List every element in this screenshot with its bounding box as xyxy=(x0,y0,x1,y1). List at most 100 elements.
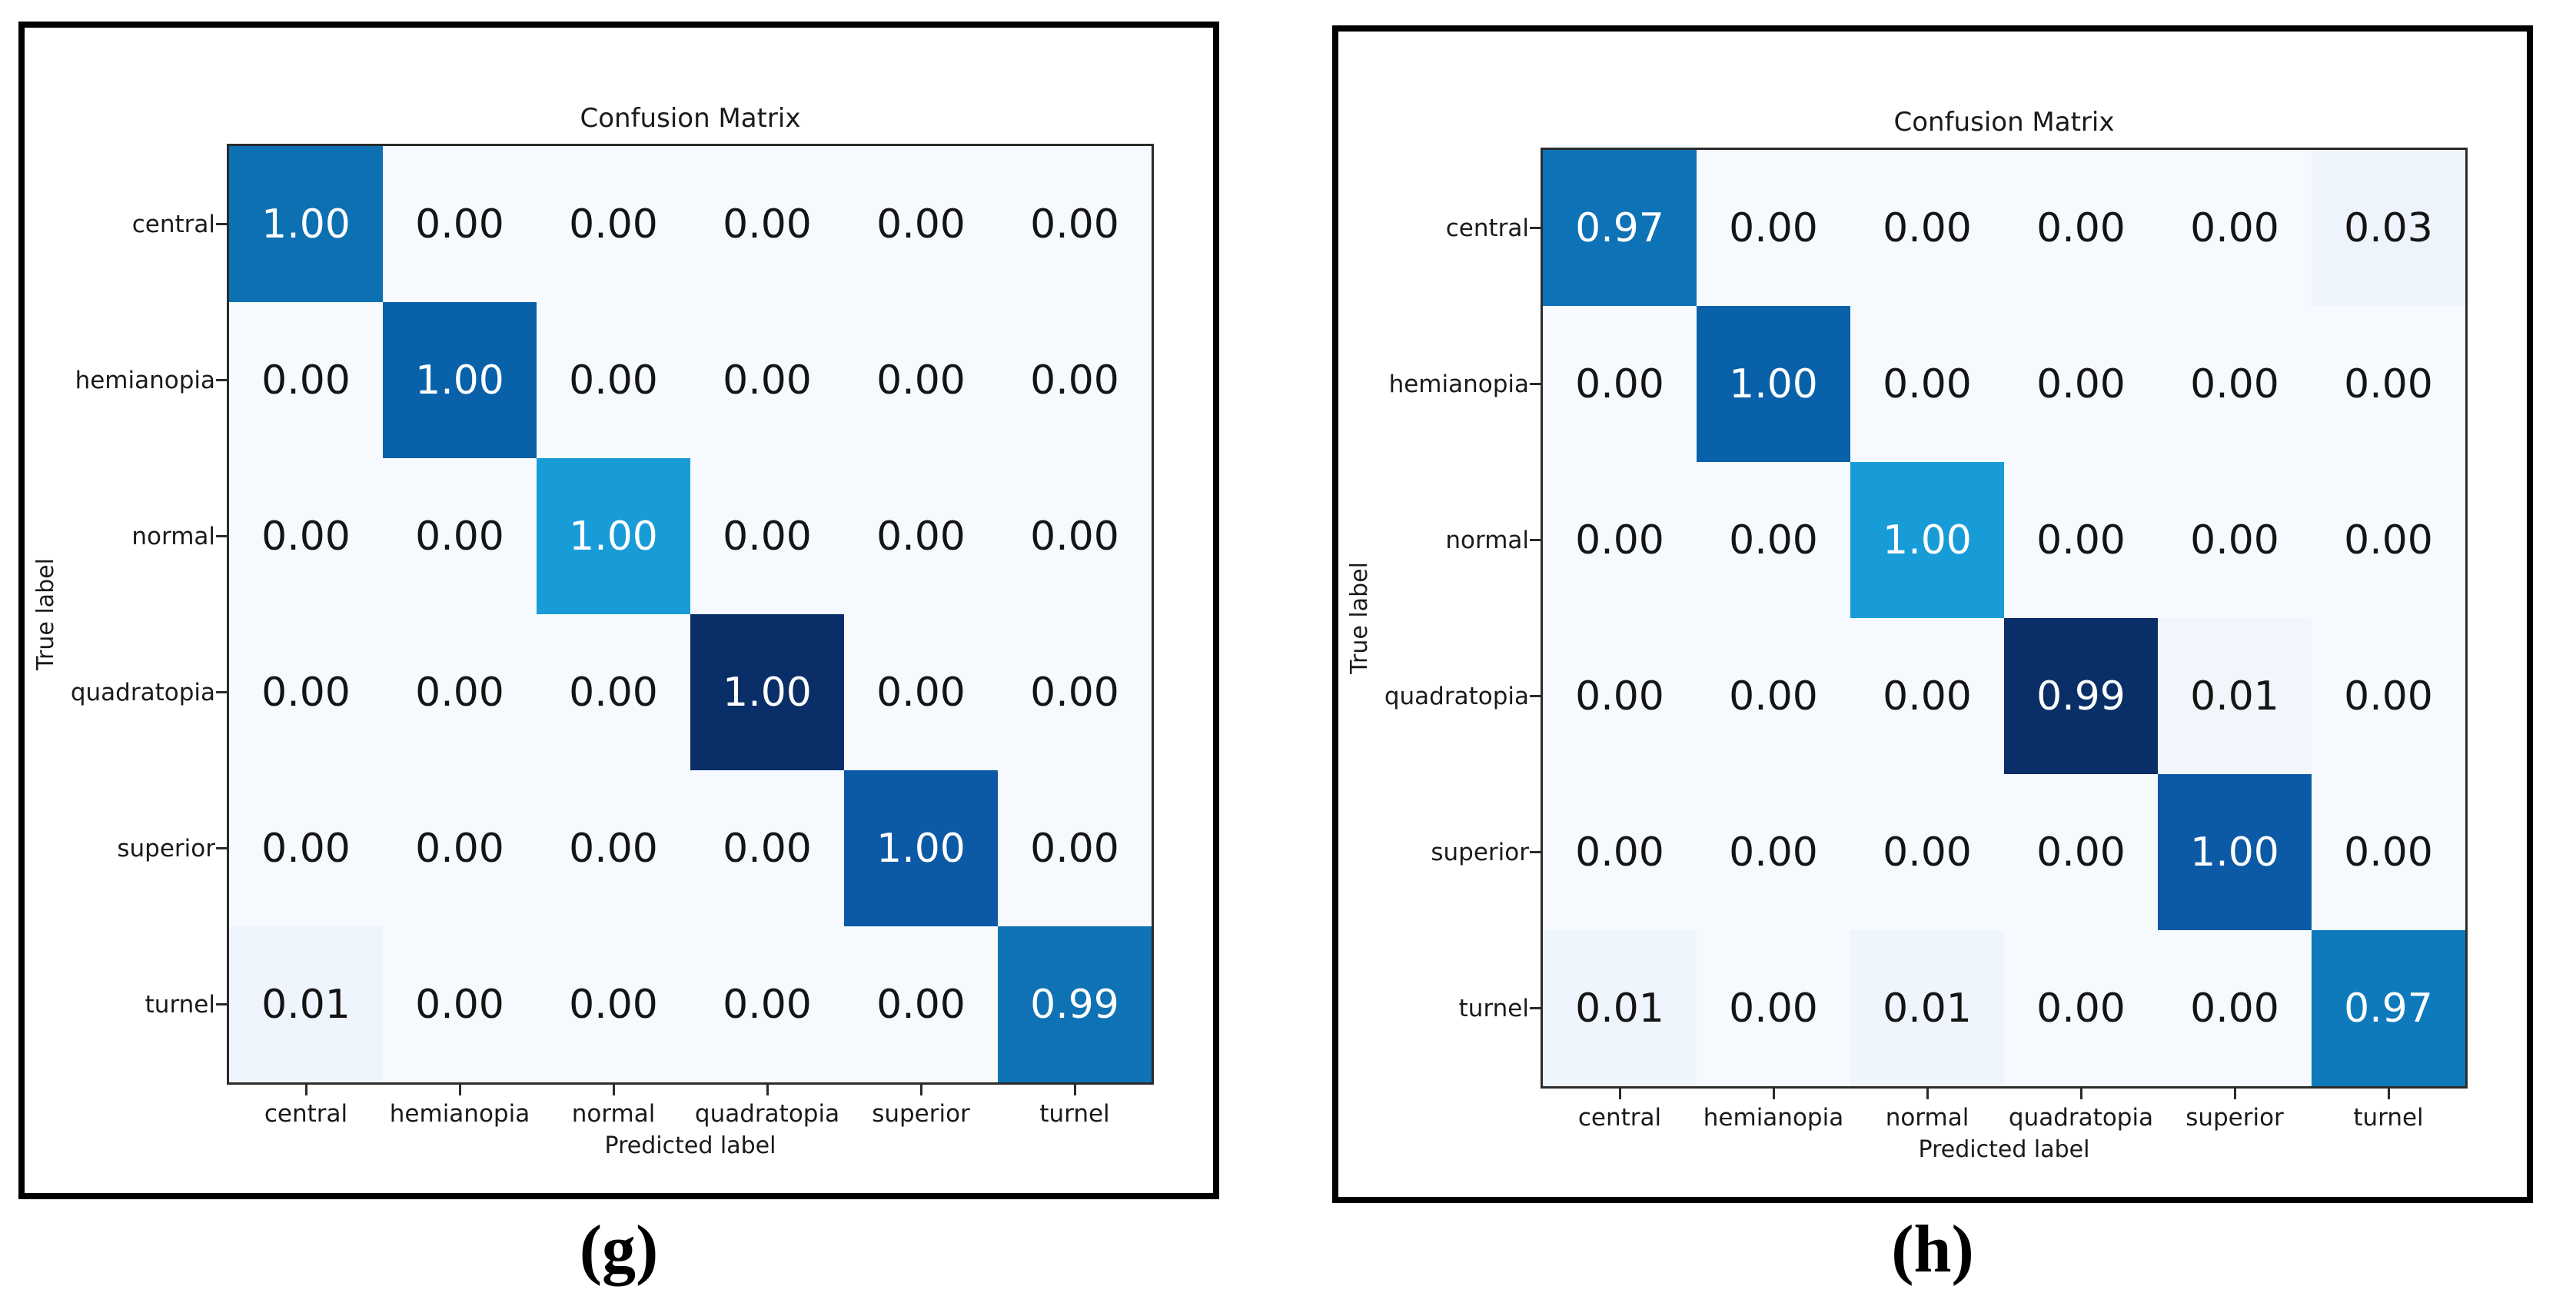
confusion-matrix-panel-g: Confusion Matrix 1.00 0.00 0.00 0.00 0.00 0.0… xyxy=(18,22,1219,1199)
matrix-cell-quadratopia-hemianopia: 0.00 xyxy=(383,614,537,770)
y-tick-mark xyxy=(216,1003,227,1006)
cell-value: 1.00 xyxy=(2190,829,2279,876)
cell-value: 0.00 xyxy=(876,201,966,248)
cell-value: 0.00 xyxy=(569,825,658,872)
matrix-cell-superior-quadratopia: 0.00 xyxy=(2004,774,2158,930)
y-tick-mark xyxy=(1530,1007,1541,1009)
heatmap-plot-area: 1.00 0.00 0.00 0.00 0.00 0.00 0.00 1.00 0.00 0.00… xyxy=(227,144,1154,1085)
cell-value: 0.00 xyxy=(261,513,351,560)
x-tick-label-turnel: turnel xyxy=(2353,1104,2424,1132)
matrix-cell-hemianopia-turnel: 0.00 xyxy=(998,302,1152,458)
x-tick-label-quadratopia: quadratopia xyxy=(694,1100,840,1128)
cell-value: 0.00 xyxy=(1575,361,1664,407)
y-tick-label-quadratopia: quadratopia xyxy=(70,678,215,706)
y-tick-label-superior: superior xyxy=(1431,838,1529,866)
matrix-cell-central-normal: 0.00 xyxy=(1850,150,2004,306)
matrix-cell-quadratopia-turnel: 0.00 xyxy=(2312,618,2465,774)
y-axis-label: True label xyxy=(32,558,59,670)
cell-value: 0.00 xyxy=(415,981,504,1028)
matrix-cell-quadratopia-quadratopia: 1.00 xyxy=(690,614,844,770)
cell-value: 0.01 xyxy=(261,981,351,1028)
x-tick-mark xyxy=(2387,1089,2390,1099)
matrix-cell-turnel-central: 0.01 xyxy=(1543,930,1697,1086)
chart-title: Confusion Matrix xyxy=(1893,107,2115,138)
x-tick-label-quadratopia: quadratopia xyxy=(2008,1104,2154,1132)
y-tick-label-normal: normal xyxy=(1445,526,1529,554)
x-tick-mark xyxy=(458,1085,461,1095)
matrix-cell-quadratopia-normal: 0.00 xyxy=(1850,618,2004,774)
matrix-cell-turnel-quadratopia: 0.00 xyxy=(2004,930,2158,1086)
cell-value: 0.01 xyxy=(2190,673,2279,720)
matrix-cell-turnel-turnel: 0.99 xyxy=(998,926,1152,1082)
cell-value: 0.00 xyxy=(415,513,504,560)
matrix-cell-normal-central: 0.00 xyxy=(1543,462,1697,618)
matrix-cell-quadratopia-quadratopia: 0.99 xyxy=(2004,618,2158,774)
cell-value: 0.00 xyxy=(2344,361,2433,407)
cell-value: 0.00 xyxy=(1729,673,1818,720)
y-tick-label-hemianopia: hemianopia xyxy=(75,366,215,394)
matrix-cell-turnel-hemianopia: 0.00 xyxy=(383,926,537,1082)
x-tick-mark xyxy=(1926,1089,1929,1099)
matrix-cell-hemianopia-normal: 0.00 xyxy=(1850,306,2004,462)
matrix-cell-central-superior: 0.00 xyxy=(2158,150,2312,306)
matrix-cell-central-central: 0.97 xyxy=(1543,150,1697,306)
matrix-cell-hemianopia-quadratopia: 0.00 xyxy=(2004,306,2158,462)
matrix-cell-superior-superior: 1.00 xyxy=(2158,774,2312,930)
cell-value: 0.00 xyxy=(1729,829,1818,876)
cell-value: 0.00 xyxy=(2036,204,2126,251)
cell-value: 0.00 xyxy=(1030,201,1119,248)
matrix-cell-quadratopia-turnel: 0.00 xyxy=(998,614,1152,770)
matrix-cell-hemianopia-superior: 0.00 xyxy=(2158,306,2312,462)
matrix-cell-normal-quadratopia: 0.00 xyxy=(690,458,844,614)
matrix-cell-quadratopia-central: 0.00 xyxy=(229,614,383,770)
matrix-cell-normal-central: 0.00 xyxy=(229,458,383,614)
matrix-cell-normal-hemianopia: 0.00 xyxy=(1697,462,1850,618)
matrix-cell-turnel-turnel: 0.97 xyxy=(2312,930,2465,1086)
cell-value: 0.00 xyxy=(2190,361,2279,407)
y-tick-label-turnel: turnel xyxy=(145,990,215,1019)
cell-value: 0.00 xyxy=(1729,517,1818,563)
cell-value: 0.00 xyxy=(876,981,966,1028)
matrix-cell-turnel-superior: 0.00 xyxy=(2158,930,2312,1086)
cell-value: 1.00 xyxy=(723,669,812,716)
cell-value: 0.00 xyxy=(1575,673,1664,720)
cell-value: 0.00 xyxy=(1030,357,1119,404)
matrix-cell-central-quadratopia: 0.00 xyxy=(2004,150,2158,306)
matrix-cell-central-turnel: 0.03 xyxy=(2312,150,2465,306)
cell-value: 0.01 xyxy=(1575,985,1664,1032)
cell-value: 0.00 xyxy=(1575,517,1664,563)
y-tick-label-turnel: turnel xyxy=(1458,994,1529,1022)
cell-value: 0.00 xyxy=(876,669,966,716)
matrix-cell-turnel-normal: 0.01 xyxy=(1850,930,2004,1086)
cell-value: 0.00 xyxy=(261,357,351,404)
x-tick-mark xyxy=(612,1085,615,1095)
matrix-cell-quadratopia-superior: 0.00 xyxy=(844,614,998,770)
matrix-cell-central-normal: 0.00 xyxy=(537,146,690,302)
matrix-cell-normal-normal: 1.00 xyxy=(537,458,690,614)
cell-value: 1.00 xyxy=(415,357,504,404)
cell-value: 0.00 xyxy=(876,513,966,560)
x-tick-label-normal: normal xyxy=(1885,1104,1969,1132)
cell-value: 0.00 xyxy=(1883,829,1972,876)
x-tick-label-superior: superior xyxy=(872,1100,970,1128)
cell-value: 0.01 xyxy=(1883,985,1972,1032)
matrix-cell-turnel-quadratopia: 0.00 xyxy=(690,926,844,1082)
cell-value: 0.00 xyxy=(569,357,658,404)
cell-value: 0.99 xyxy=(1030,981,1119,1028)
matrix-cell-superior-hemianopia: 0.00 xyxy=(383,770,537,926)
matrix-cell-hemianopia-quadratopia: 0.00 xyxy=(690,302,844,458)
x-tick-mark xyxy=(1772,1089,1775,1099)
chart-title: Confusion Matrix xyxy=(580,103,801,134)
cell-value: 1.00 xyxy=(1729,361,1818,407)
confusion-matrix-panel-h: Confusion Matrix 0.97 0.00 0.00 0.00 0.00 0.0… xyxy=(1332,25,2533,1203)
matrix-cell-hemianopia-turnel: 0.00 xyxy=(2312,306,2465,462)
cell-value: 0.99 xyxy=(2036,673,2126,720)
cell-value: 0.00 xyxy=(1030,513,1119,560)
cell-value: 0.00 xyxy=(415,669,504,716)
cell-value: 0.00 xyxy=(723,981,812,1028)
cell-value: 0.00 xyxy=(723,825,812,872)
cell-value: 0.00 xyxy=(2344,673,2433,720)
x-tick-label-turnel: turnel xyxy=(1039,1100,1110,1128)
x-tick-label-central: central xyxy=(1577,1104,1662,1132)
